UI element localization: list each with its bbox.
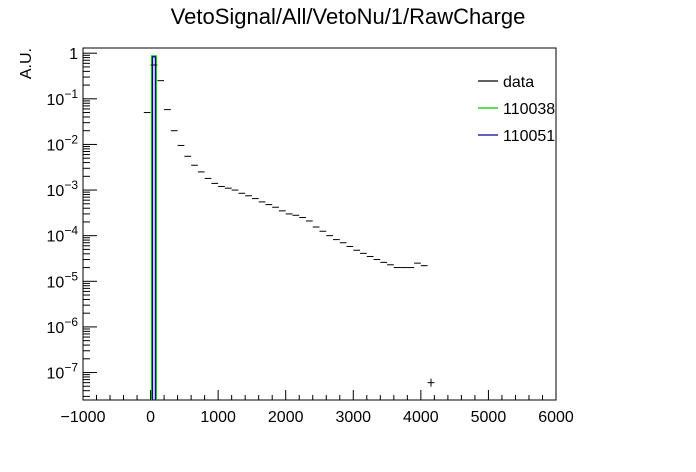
y-tick-label: 10−4 xyxy=(47,224,79,246)
x-tick-label: 4000 xyxy=(403,409,439,426)
y-tick-label: 10−2 xyxy=(47,132,79,154)
y-tick-label: 10−1 xyxy=(47,87,79,109)
y-tick-base: 10 xyxy=(47,183,65,200)
y-tick-exponent: −2 xyxy=(64,132,78,146)
x-tick-label: 2000 xyxy=(268,409,304,426)
x-tick-label: 0 xyxy=(146,409,155,426)
x-tick-label: 5000 xyxy=(471,409,507,426)
x-tick-label: 6000 xyxy=(538,409,574,426)
x-axis: −1000 0 1000 2000 3000 4000 5000 6000 xyxy=(61,390,574,426)
x-tick-label: −1000 xyxy=(61,409,106,426)
y-tick-base: 10 xyxy=(47,229,65,246)
x-tick-label: 1000 xyxy=(200,409,236,426)
chart-title: VetoSignal/All/VetoNu/1/RawCharge xyxy=(171,4,526,29)
hist-bar-2-0 xyxy=(151,56,156,400)
y-tick-exponent: −6 xyxy=(64,315,78,329)
y-tick-exponent: −1 xyxy=(64,87,78,101)
legend-label: data xyxy=(503,74,534,91)
y-tick-label: 10−5 xyxy=(47,269,79,291)
y-tick-base: 10 xyxy=(47,320,65,337)
y-tick-base: 10 xyxy=(47,137,65,154)
y-tick-base: 10 xyxy=(47,92,65,109)
y-axis: 110−110−210−310−410−510−610−7 xyxy=(47,46,97,397)
hist-bar-1-0 xyxy=(150,55,157,400)
plot-frame xyxy=(82,47,557,401)
legend: data 110038 110051 xyxy=(478,74,555,145)
y-tick-label: 1 xyxy=(69,46,78,63)
x-tick-label: 3000 xyxy=(335,409,371,426)
y-tick-label: 10−3 xyxy=(47,178,79,200)
y-tick-base: 10 xyxy=(47,366,65,383)
histogram-layer xyxy=(150,55,157,400)
y-tick-label: 10−7 xyxy=(47,361,79,383)
y-tick-exponent: −4 xyxy=(64,224,78,238)
y-axis-label: A.U. xyxy=(18,48,35,79)
legend-label: 110051 xyxy=(503,128,555,145)
y-tick-exponent: −3 xyxy=(64,178,78,192)
legend-label: 110038 xyxy=(503,101,555,118)
y-tick-label: 10−6 xyxy=(47,315,79,337)
data-layer xyxy=(143,64,435,387)
y-tick-base: 10 xyxy=(47,274,65,291)
y-tick-exponent: −5 xyxy=(64,269,78,283)
y-tick-exponent: −7 xyxy=(64,361,78,375)
